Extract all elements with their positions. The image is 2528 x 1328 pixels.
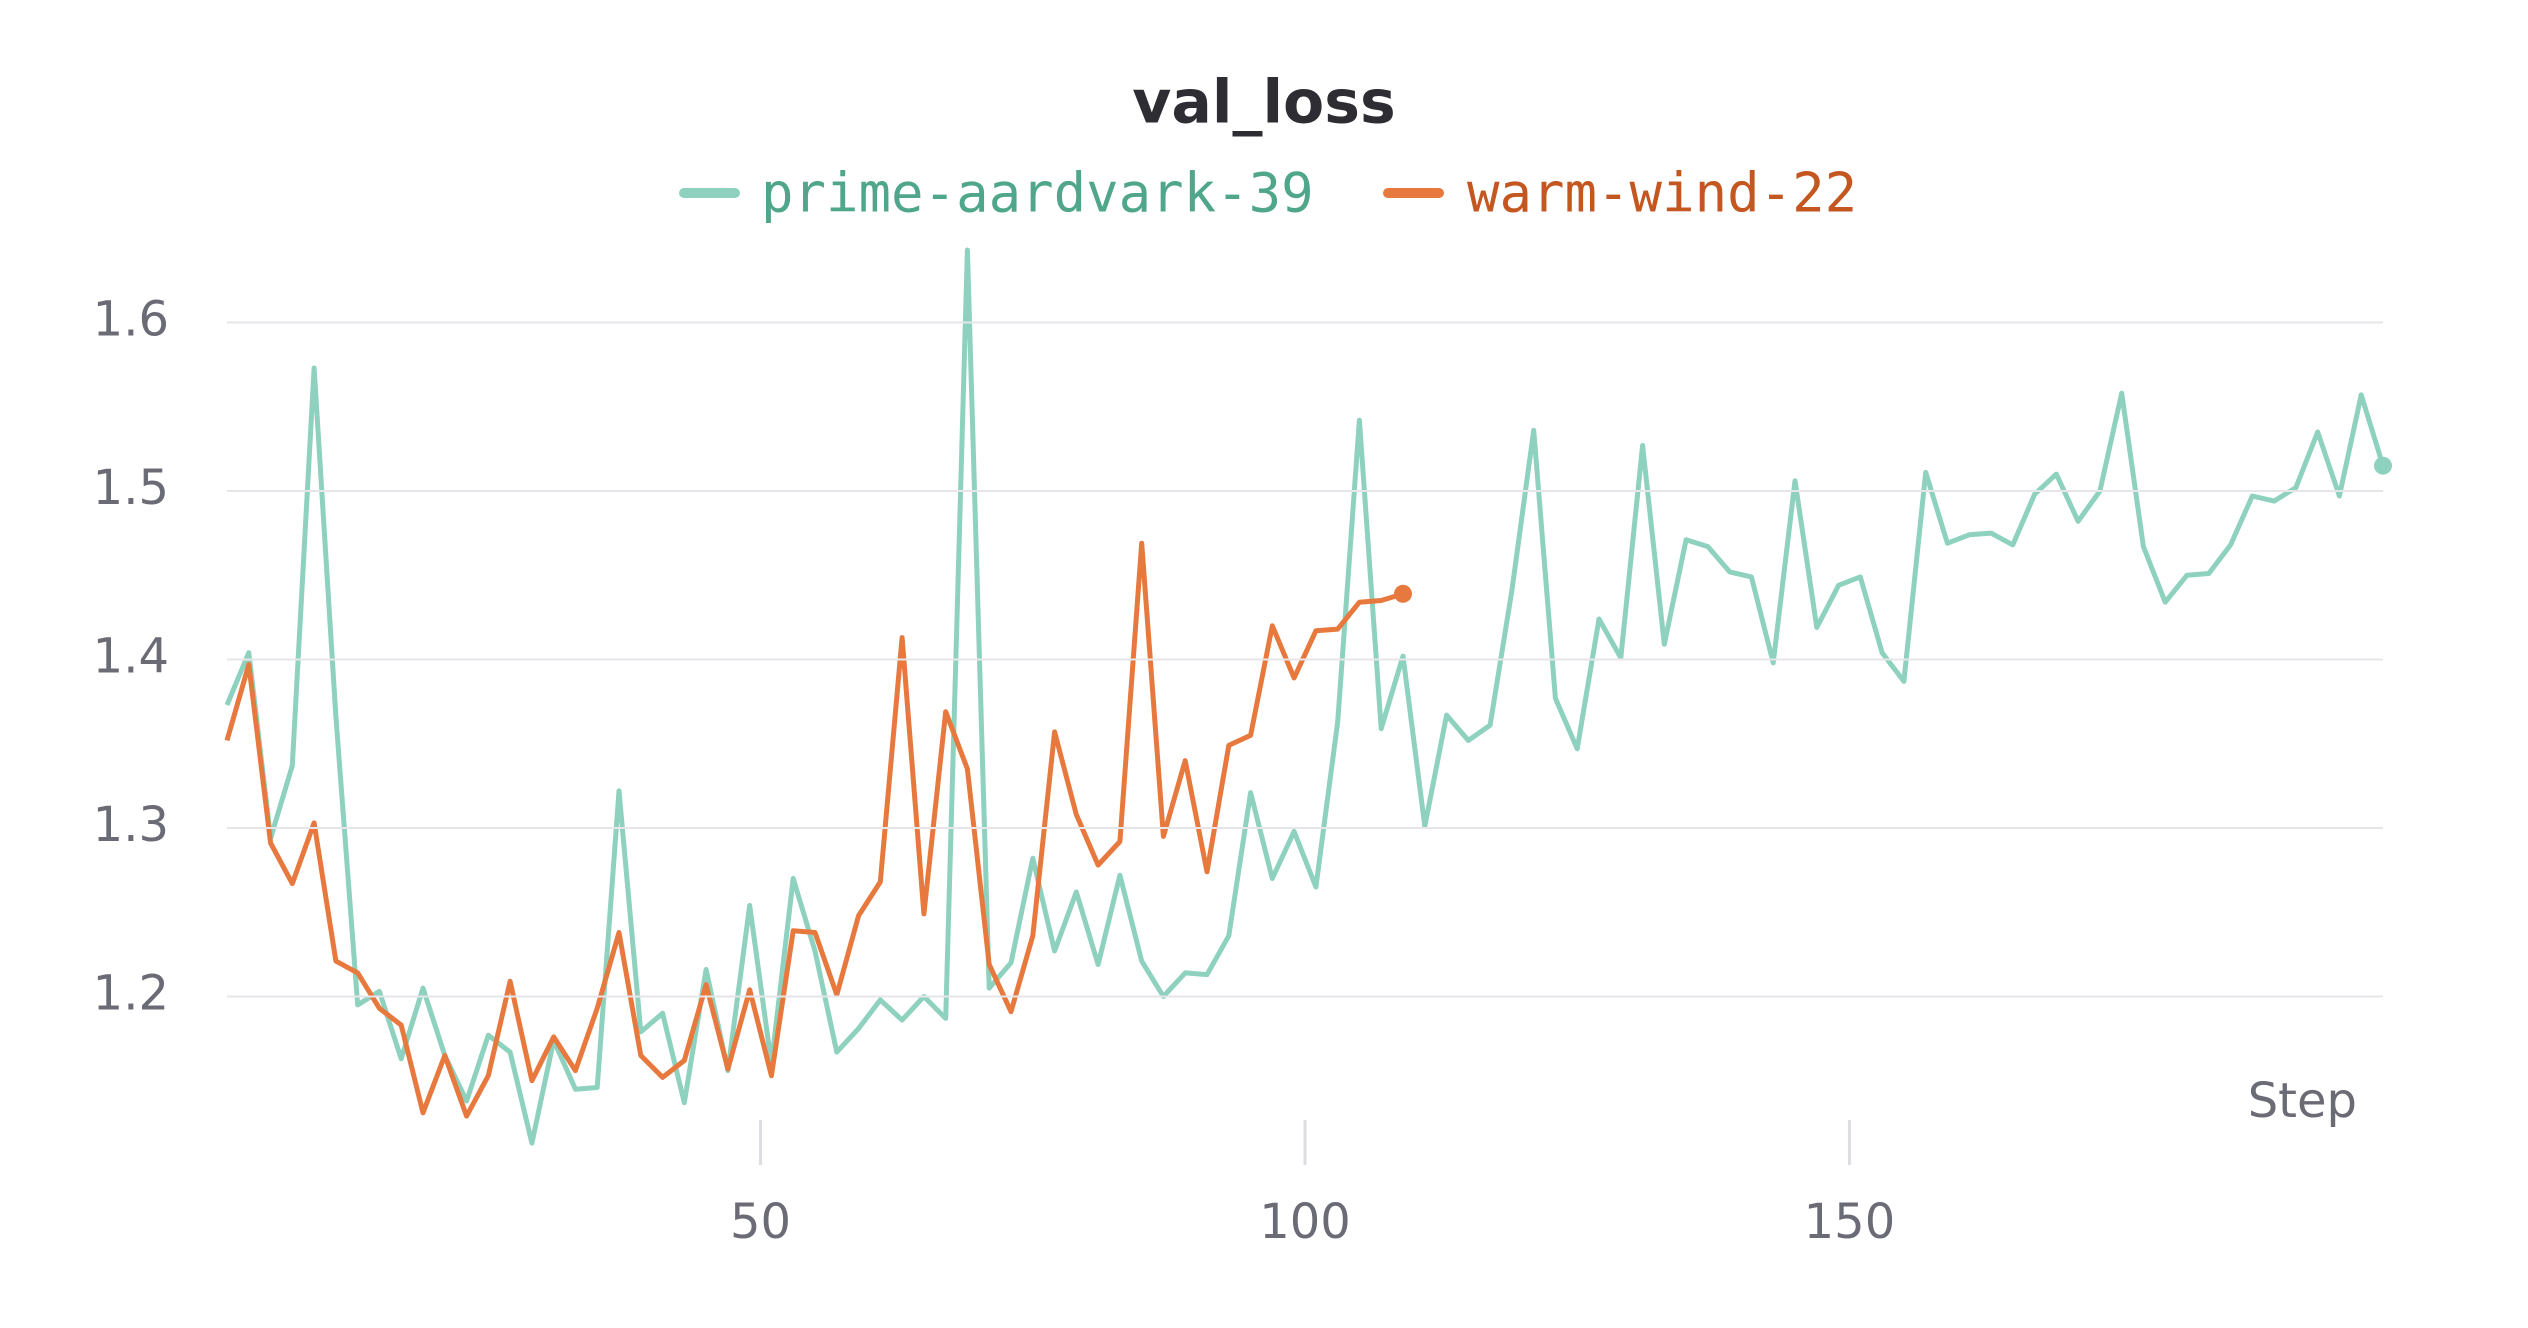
series-line: [224, 247, 2386, 1146]
y-tick-label: 1.2: [93, 965, 169, 1021]
series-line: [224, 540, 1404, 1119]
x-tick-label: 150: [1804, 1194, 1896, 1250]
end-point: [2374, 456, 2392, 475]
x-tick-label: 100: [1259, 1194, 1351, 1250]
y-tick-label: 1.6: [93, 291, 169, 347]
y-tick-label: 1.4: [93, 628, 169, 684]
end-point: [1394, 584, 1412, 603]
legend-label: warm-wind-22: [1467, 162, 1857, 225]
x-axis-label: Step: [2248, 1073, 2357, 1129]
plot-area: [224, 247, 2386, 1146]
chart-title: val_loss: [1132, 68, 1395, 138]
legend-label: prime-aardvark-39: [761, 162, 1314, 225]
y-tick-label: 1.3: [93, 797, 169, 853]
y-tick-label: 1.5: [93, 460, 169, 516]
x-tick-label: 50: [730, 1194, 791, 1250]
